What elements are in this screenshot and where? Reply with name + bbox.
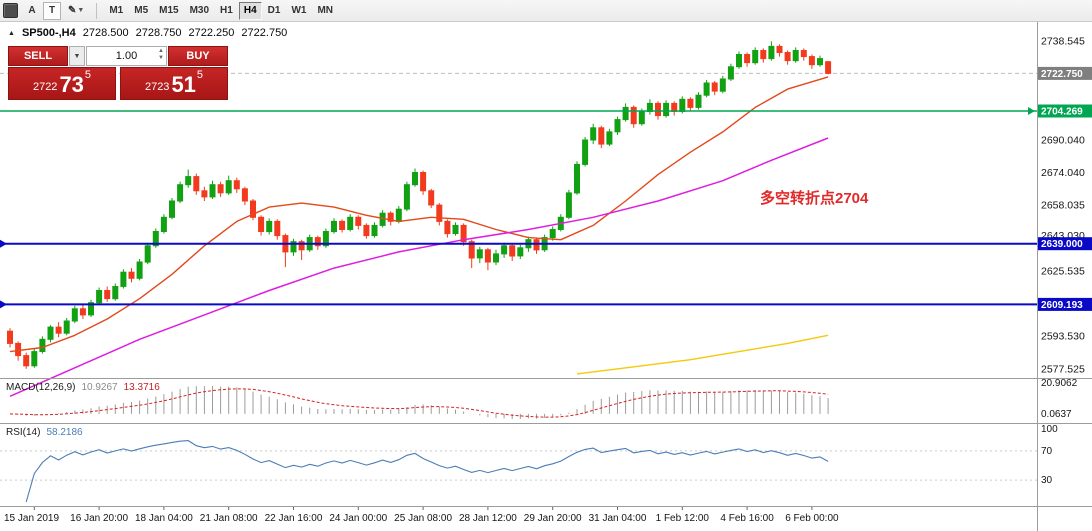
axis-price-box-label: 2639.000 [1041,239,1083,250]
sell-button[interactable]: SELL [8,46,68,66]
chart-background [0,22,1092,531]
timeframe-h4-button[interactable]: H4 [238,1,262,20]
chart-ohlc-header: ▲ SP500-,H4 2728.500 2728.750 2722.250 2… [8,27,287,39]
axis-price-box[interactable] [1038,237,1092,251]
buy-button[interactable]: BUY [168,46,228,66]
toolbar: A T ✎ ▼ M1 M5 M15 M30 H1 H4 D1 W1 MN [0,0,1092,22]
price-tick-label: 2674.040 [1041,167,1085,179]
macd-signal-value: 13.3716 [123,382,160,393]
sell-price-point: 5 [84,69,92,81]
volume-dropdown-button[interactable]: ▼ [69,46,85,66]
time-axis-label: 28 Jan 12:00 [459,513,517,524]
ma-medium-line[interactable] [9,137,829,397]
ma-slow-line[interactable] [576,334,829,375]
price-tick-label: 2577.525 [1041,363,1085,375]
timeframe-d1-button[interactable]: D1 [263,2,286,20]
rsi-line [25,440,829,503]
rsi-axis-label: 100 [1041,424,1058,435]
macd-histogram [17,386,829,419]
macd-axis-label: 0.0637 [1041,409,1072,420]
time-axis-label: 24 Jan 00:00 [329,513,387,524]
line-marker-icon [1028,107,1035,115]
volume-value: 1.00 [115,50,138,62]
current-price-box-label: 2722.750 [1041,69,1083,80]
time-axis-label: 29 Jan 20:00 [524,513,582,524]
close-value: 2722.750 [241,27,288,39]
time-axis-label: 31 Jan 04:00 [589,513,647,524]
axis-price-box[interactable] [1038,104,1092,118]
macd-axis-label: 20.9062 [1041,378,1078,389]
line-marker-icon [0,300,7,309]
time-axis-label: 25 Jan 08:00 [394,513,452,524]
macd-main-value: 10.9267 [81,382,118,393]
chart-type-icon[interactable] [3,3,18,18]
price-tick-label: 2658.035 [1041,200,1085,212]
price-tick-label: 2593.530 [1041,331,1085,343]
candlestick-series [7,41,832,369]
current-price-box[interactable] [1038,66,1092,80]
timeframe-m5-button[interactable]: M5 [129,2,153,20]
rsi-label: RSI(14) 58.2186 [6,427,83,438]
spin-down-icon: ▼ [158,55,164,61]
axis-price-box-label: 2704.269 [1041,107,1083,118]
open-value: 2728.500 [82,27,129,39]
line-marker-icon [0,239,7,248]
timeframe-m15-button[interactable]: M15 [154,2,183,20]
rsi-axis-label: 70 [1041,446,1053,457]
macd-name: MACD(12,26,9) [6,382,76,393]
chart-area: 2738.5452690.0402674.0402658.0352643.030… [0,22,1092,531]
time-axis-label: 6 Feb 00:00 [785,513,839,524]
rsi-axis-label: 30 [1041,475,1053,486]
ma-fast-line[interactable] [9,76,829,353]
high-value: 2728.750 [135,27,182,39]
toolbar-separator [96,2,98,19]
cursor-tool-button[interactable]: A [23,2,41,20]
timeframe-m30-button[interactable]: M30 [185,2,214,20]
time-axis-label: 22 Jan 16:00 [265,513,323,524]
time-axis-label: 18 Jan 04:00 [135,513,193,524]
timeframe-h1-button[interactable]: H1 [215,2,238,20]
rsi-name: RSI(14) [6,427,41,438]
rsi-value: 58.2186 [46,427,83,438]
timeframe-w1-button[interactable]: W1 [286,2,311,20]
text-tool-button[interactable]: T [43,1,61,20]
chevron-down-icon: ▼ [77,7,85,14]
price-tick-label: 2690.040 [1041,134,1085,146]
axis-price-box[interactable] [1038,297,1092,311]
buy-price-button[interactable]: 2723 51 5 [120,67,228,100]
symbol-triangle-icon: ▲ [8,29,15,37]
price-tick-label: 2738.545 [1041,36,1085,48]
symbol-label: SP500-,H4 [21,27,76,39]
buy-price-big-figure: 2723 [144,81,170,93]
spin-up-icon: ▲ [158,48,164,54]
draw-tool-button[interactable]: ✎ ▼ [63,2,89,20]
buy-price-pips: 51 [171,72,196,97]
sell-price-button[interactable]: 2722 73 5 [8,67,116,100]
macd-signal-line [9,388,829,418]
time-axis-label: 1 Feb 12:00 [656,513,710,524]
sell-price-pips: 73 [59,72,84,97]
low-value: 2722.250 [188,27,235,39]
time-axis-label: 15 Jan 2019 [4,513,59,524]
buy-price-point: 5 [196,69,204,81]
sell-price-big-figure: 2722 [32,81,58,93]
axis-price-box-label: 2609.193 [1041,300,1083,311]
pencil-icon: ✎ [68,5,77,16]
timeframe-mn-button[interactable]: MN [312,2,338,20]
time-axis-label: 4 Feb 16:00 [720,513,774,524]
macd-label: MACD(12,26,9) 10.9267 13.3716 [6,382,160,393]
timeframe-group: M1 M5 M15 M30 H1 H4 D1 W1 MN [104,1,338,20]
timeframe-m1-button[interactable]: M1 [104,2,128,20]
volume-spinner[interactable]: ▲ ▼ [158,48,164,62]
time-axis-label: 16 Jan 20:00 [70,513,128,524]
time-axis-label: 21 Jan 08:00 [200,513,258,524]
annotation-text: 多空转折点2704 [760,190,869,207]
one-click-trading-panel: SELL ▼ 1.00 ▲ ▼ BUY 2722 73 5 2723 51 5 [8,46,228,100]
price-tick-label: 2625.535 [1041,266,1085,278]
volume-field[interactable]: 1.00 ▲ ▼ [86,46,167,66]
